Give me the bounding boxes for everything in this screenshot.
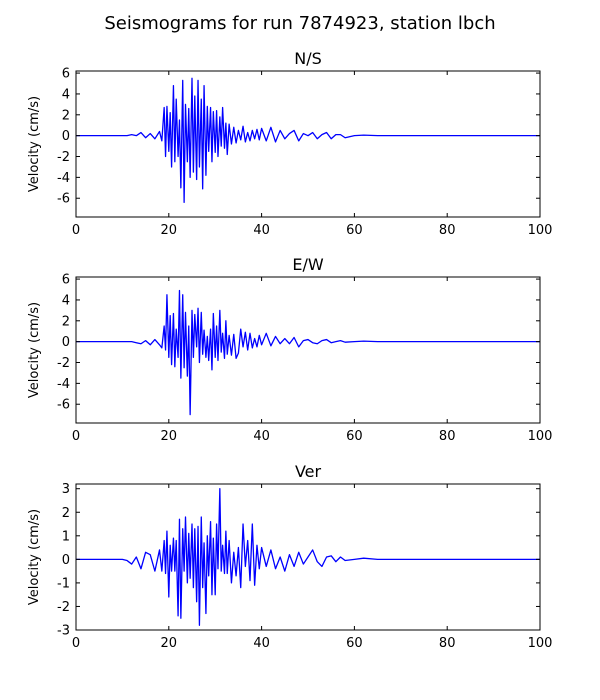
ew-plot-frame <box>75 276 541 424</box>
ew-ytick-label: 4 <box>62 293 70 308</box>
ver-panel: Ver Velocity (cm/s) 0 20 40 60 80 100 -3 -2 -1 0 1 2 3 <box>27 462 552 651</box>
ver-ytick-label: 0 <box>62 553 70 568</box>
ew-xtick-label: 100 <box>528 429 553 444</box>
ver-xtick-label: 0 <box>72 636 80 651</box>
ns-ytick-label: -2 <box>57 150 70 165</box>
ew-ytick-label: -2 <box>57 356 70 371</box>
ew-xtick-label: 0 <box>72 429 80 444</box>
ew-xtick-label: 40 <box>253 429 270 444</box>
ew-xtick-label: 60 <box>346 429 363 444</box>
ns-panel: N/S Velocity (cm/s) 0 20 40 60 80 100 -6 -4 -2 0 2 4 6 <box>27 49 552 238</box>
ns-plot-frame <box>75 70 541 218</box>
ns-xtick-label: 20 <box>161 223 178 238</box>
ew-panel: E/W Velocity (cm/s) 0 20 40 60 80 100 -6 -4 -2 0 2 4 6 <box>27 255 552 444</box>
ver-xtick-label: 20 <box>161 636 178 651</box>
ew-xtick-label: 80 <box>439 429 456 444</box>
ns-xtick-label: 100 <box>528 223 553 238</box>
ns-ytick-label: 4 <box>62 87 70 102</box>
ew-ylabel: Velocity (cm/s) <box>27 302 42 398</box>
ns-ytick-label: 6 <box>62 67 70 82</box>
ver-ytick-label: 3 <box>62 482 70 497</box>
ver-xtick-label: 80 <box>439 636 456 651</box>
ver-plot-frame <box>75 483 541 631</box>
ns-ylabel: Velocity (cm/s) <box>27 96 42 192</box>
ew-xtick-label: 20 <box>161 429 178 444</box>
figure-title: Seismograms for run 7874923, station lbc… <box>104 13 495 34</box>
ver-xtick-label: 100 <box>528 636 553 651</box>
ver-ylabel: Velocity (cm/s) <box>27 509 42 605</box>
ver-ytick-label: 2 <box>62 506 70 521</box>
ver-ytick-label: -1 <box>57 576 70 591</box>
ns-xtick-label: 60 <box>346 223 363 238</box>
ns-title: N/S <box>294 49 322 68</box>
ew-ytick-label: 6 <box>62 273 70 288</box>
ew-trace <box>76 289 540 416</box>
ver-xtick-label: 40 <box>253 636 270 651</box>
ns-ytick-label: 0 <box>62 129 70 144</box>
ew-ytick-label: -4 <box>57 377 70 392</box>
ew-ytick-label: 0 <box>62 335 70 350</box>
ver-xtick-label: 60 <box>346 636 363 651</box>
ns-xtick-label: 80 <box>439 223 456 238</box>
ns-xtick-label: 0 <box>72 223 80 238</box>
ew-title: E/W <box>292 255 324 274</box>
ns-ytick-label: -6 <box>57 192 70 207</box>
ver-ytick-label: 1 <box>62 529 70 544</box>
ew-ytick-label: 2 <box>62 314 70 329</box>
ns-ytick-label: 2 <box>62 108 70 123</box>
ver-ytick-label: -2 <box>57 600 70 615</box>
ver-title: Ver <box>295 462 322 481</box>
ver-trace <box>76 488 540 626</box>
ver-ytick-label: -3 <box>57 624 70 639</box>
ns-ytick-label: -4 <box>57 171 70 186</box>
ns-trace <box>76 77 540 204</box>
ew-ytick-label: -6 <box>57 398 70 413</box>
ns-xtick-label: 40 <box>253 223 270 238</box>
